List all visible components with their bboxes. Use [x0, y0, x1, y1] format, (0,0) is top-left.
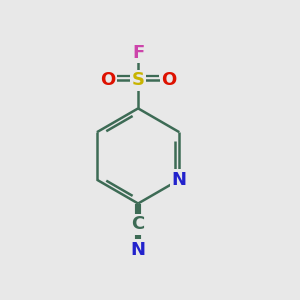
Text: N: N — [130, 241, 146, 259]
Text: S: S — [132, 71, 145, 89]
Text: F: F — [132, 44, 144, 62]
Text: N: N — [172, 171, 187, 189]
Text: C: C — [131, 215, 145, 233]
Text: O: O — [161, 71, 176, 89]
Text: O: O — [100, 71, 115, 89]
